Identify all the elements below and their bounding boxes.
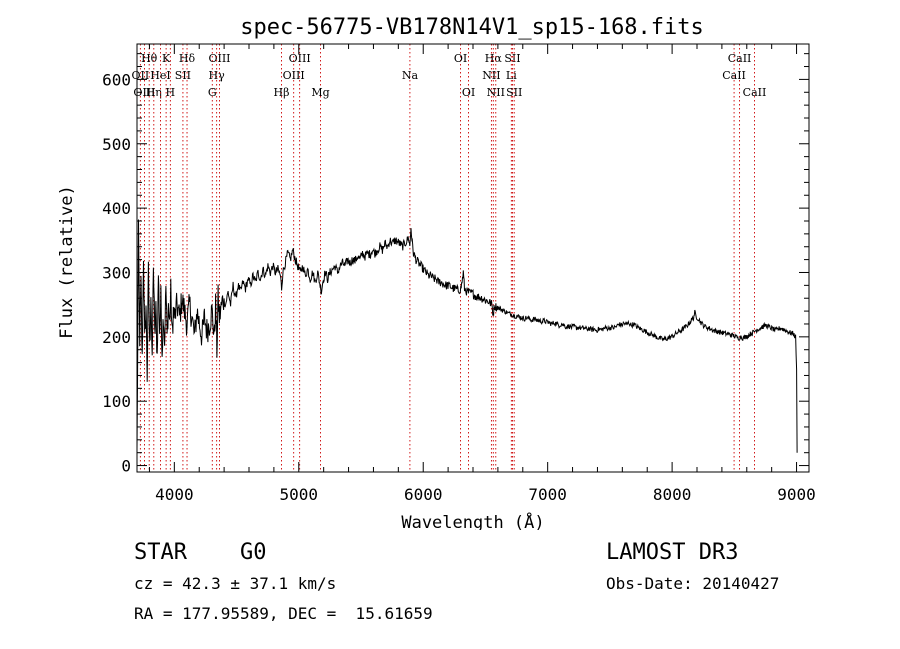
object-class: STAR bbox=[134, 540, 187, 565]
line-marker-label-11: G bbox=[208, 86, 217, 99]
line-marker-label-8: Hδ bbox=[179, 52, 196, 65]
line-marker-label-17: OI bbox=[454, 52, 467, 65]
flux-series-line bbox=[136, 219, 798, 453]
x-tick-label: 8000 bbox=[653, 485, 692, 504]
y-axis-label: Flux (relative) bbox=[57, 185, 77, 339]
observation-date: Obs-Date: 20140427 bbox=[606, 574, 780, 593]
line-marker-label-20: NII bbox=[482, 69, 500, 82]
y-tick-label: 600 bbox=[102, 70, 131, 89]
line-marker-label-3: Hη bbox=[146, 86, 162, 99]
line-marker-label-5: HeI bbox=[150, 69, 170, 82]
survey-name: LAMOST DR3 bbox=[606, 540, 739, 565]
line-marker-label-15: Mg bbox=[311, 86, 329, 99]
y-tick-label: 500 bbox=[102, 135, 131, 154]
line-marker-label-24: SII bbox=[506, 86, 522, 99]
line-marker-label-16: Na bbox=[402, 69, 419, 82]
line-marker-label-19: Hα bbox=[485, 52, 503, 65]
y-tick-label: 0 bbox=[121, 457, 131, 476]
line-marker-label-13: OIII bbox=[289, 52, 311, 65]
x-tick-label: 6000 bbox=[404, 485, 443, 504]
plot-frame bbox=[136, 43, 810, 473]
line-marker-label-7: H bbox=[166, 86, 176, 99]
line-marker-label-25: CaII bbox=[728, 52, 752, 65]
line-marker-label-26: CaII bbox=[722, 69, 746, 82]
line-marker-label-2: OIII bbox=[133, 86, 155, 99]
line-marker-label-21: NII bbox=[487, 86, 505, 99]
line-marker-label-1: OII bbox=[132, 69, 150, 82]
axis-ticks bbox=[137, 44, 809, 472]
line-marker-label-10: Hγ bbox=[209, 69, 226, 82]
spectrum-chart: spec-56775-VB178N14V1_sp15-168.fits Hθ OI… bbox=[57, 15, 816, 530]
ra-dec-coordinates: RA = 177.95589, DEC = 15.61659 bbox=[134, 604, 433, 623]
y-tick-label: 400 bbox=[102, 199, 131, 218]
line-marker-label-12: Hβ bbox=[274, 86, 290, 99]
y-tick-label: 300 bbox=[102, 263, 131, 282]
x-tick-label: 4000 bbox=[155, 485, 194, 504]
line-marker-label-22: SII bbox=[504, 52, 520, 65]
y-tick-label: 100 bbox=[102, 392, 131, 411]
line-marker-label-14: OIII bbox=[283, 69, 305, 82]
line-marker-label-9: OIII bbox=[208, 52, 230, 65]
object-subclass: G0 bbox=[240, 540, 267, 565]
y-tick-label: 200 bbox=[102, 328, 131, 347]
x-tick-labels: 4000 5000 6000 7000 8000 9000 bbox=[155, 485, 816, 504]
redshift-cz: cz = 42.3 ± 37.1 km/s bbox=[134, 574, 337, 593]
line-marker-label-23: Li bbox=[506, 69, 517, 82]
line-marker-label-0: Hθ bbox=[141, 52, 158, 65]
x-tick-label: 5000 bbox=[280, 485, 319, 504]
x-tick-label: 7000 bbox=[528, 485, 567, 504]
x-axis-label: Wavelength (Å) bbox=[401, 511, 544, 530]
chart-title: spec-56775-VB178N14V1_sp15-168.fits bbox=[240, 15, 704, 40]
line-marker-label-4: K bbox=[162, 52, 171, 65]
line-marker-label-27: CaII bbox=[743, 86, 767, 99]
y-tick-labels: 0 100 200 300 400 500 600 bbox=[102, 70, 131, 475]
x-tick-label: 9000 bbox=[777, 485, 816, 504]
line-marker-label-6: SII bbox=[175, 69, 191, 82]
line-marker-label-18: OI bbox=[462, 86, 475, 99]
